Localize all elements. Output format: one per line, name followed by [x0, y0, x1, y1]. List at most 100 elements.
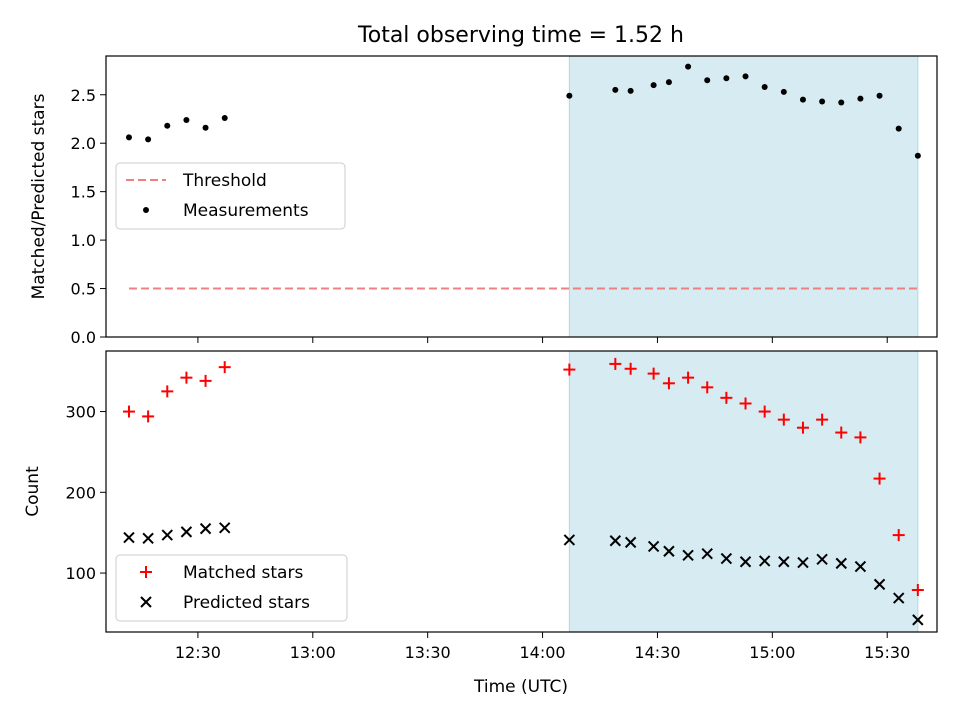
data-point [854, 431, 867, 444]
data-point-d2 [720, 552, 733, 565]
legend-box [115, 162, 346, 230]
y-tick-label: 2.0 [71, 134, 96, 153]
data-point-d2 [199, 522, 212, 535]
data-point [758, 405, 771, 418]
data-point [180, 526, 193, 538]
data-point-d2 [873, 578, 886, 591]
y-axis-label: Count [23, 466, 43, 517]
y-tick-label: 0.5 [71, 280, 96, 299]
panel-1: 0.0 0.5 1.0 1.5 2.0 2.5 Matched/Predicted star… [29, 55, 938, 347]
data-point [142, 410, 155, 423]
series-2 [123, 522, 924, 626]
data-point [199, 522, 212, 535]
data-point [819, 98, 826, 105]
legend-label: Measurements [183, 201, 309, 221]
data-point [720, 552, 733, 565]
highlight-span [568, 350, 919, 633]
data-point [161, 385, 174, 398]
y-tick-label: 0.0 [71, 328, 96, 347]
data-point [895, 125, 902, 132]
data-point [563, 534, 576, 546]
data-point-d2 [219, 522, 231, 534]
series-1 [122, 357, 924, 597]
data-point [624, 536, 637, 549]
data-point [665, 79, 672, 86]
data-point-d2 [892, 592, 905, 604]
data-point [780, 88, 787, 95]
legend-swatch-d2 [140, 596, 152, 608]
data-point [799, 96, 806, 103]
data-point-d2 [647, 540, 660, 553]
series-1 [125, 63, 921, 159]
data-point-d2 [912, 614, 924, 626]
data-point [720, 391, 733, 404]
data-point-d2 [758, 555, 771, 567]
legend-swatch [143, 207, 149, 213]
data-point-d2 [835, 557, 847, 570]
data-point [835, 426, 848, 439]
panels: 0.0 0.5 1.0 1.5 2.0 2.5 Matched/Predicted star… [23, 55, 938, 662]
data-point [873, 578, 886, 591]
data-point [685, 63, 692, 70]
axes-frame [105, 55, 938, 338]
data-point-d2 [778, 556, 790, 568]
data-point [701, 547, 713, 560]
x-tick-label: 14:30 [634, 643, 680, 662]
y-tick-label: 1.0 [71, 231, 96, 250]
data-point-d2 [816, 553, 828, 566]
x-tick-label: 13:00 [290, 643, 336, 662]
data-point [563, 363, 576, 376]
data-point [777, 413, 790, 426]
data-point-d2 [161, 529, 173, 541]
data-point [219, 522, 231, 534]
data-point [199, 374, 212, 387]
legend-swatch [140, 566, 152, 578]
data-point [125, 134, 132, 141]
data-point [650, 82, 657, 89]
y-tick-label: 300 [65, 403, 96, 422]
data-point-d2 [701, 547, 713, 560]
data-point [145, 136, 152, 143]
y-tick-label: 2.5 [71, 86, 96, 105]
data-point [739, 556, 752, 568]
data-point [161, 529, 173, 541]
data-point [835, 557, 847, 570]
x-axis-label: Time (UTC) [473, 677, 568, 697]
data-point-d2 [142, 532, 154, 545]
data-point [704, 77, 711, 84]
data-point [911, 584, 924, 597]
data-point [873, 472, 886, 485]
data-point [914, 152, 921, 159]
data-point [742, 73, 749, 80]
data-point [816, 553, 828, 566]
data-point-d2 [563, 534, 576, 546]
data-point [701, 381, 714, 394]
data-point-d2 [609, 535, 622, 547]
data-point-d2 [854, 560, 867, 573]
data-point [609, 357, 622, 370]
data-point [796, 421, 809, 434]
data-point [123, 531, 135, 544]
data-point [857, 95, 864, 102]
x-tick-label: 15:00 [749, 643, 795, 662]
data-point [609, 535, 622, 547]
data-point [876, 92, 883, 99]
legend-label: Matched stars [183, 563, 303, 583]
data-point [663, 545, 675, 557]
data-point [892, 529, 905, 542]
data-point [647, 540, 660, 553]
data-point [662, 377, 675, 390]
data-point [892, 592, 905, 604]
data-point [221, 115, 228, 122]
legend: Matched stars Predicted stars [115, 554, 348, 622]
data-point [624, 362, 637, 375]
x-tick-label: 15:30 [864, 643, 910, 662]
data-point-d2 [123, 531, 135, 544]
legend-label: Predicted stars [183, 593, 310, 613]
data-point [612, 86, 619, 93]
data-point [723, 75, 730, 82]
data-point-d2 [180, 526, 193, 538]
data-point [838, 99, 845, 106]
data-point [682, 549, 694, 561]
